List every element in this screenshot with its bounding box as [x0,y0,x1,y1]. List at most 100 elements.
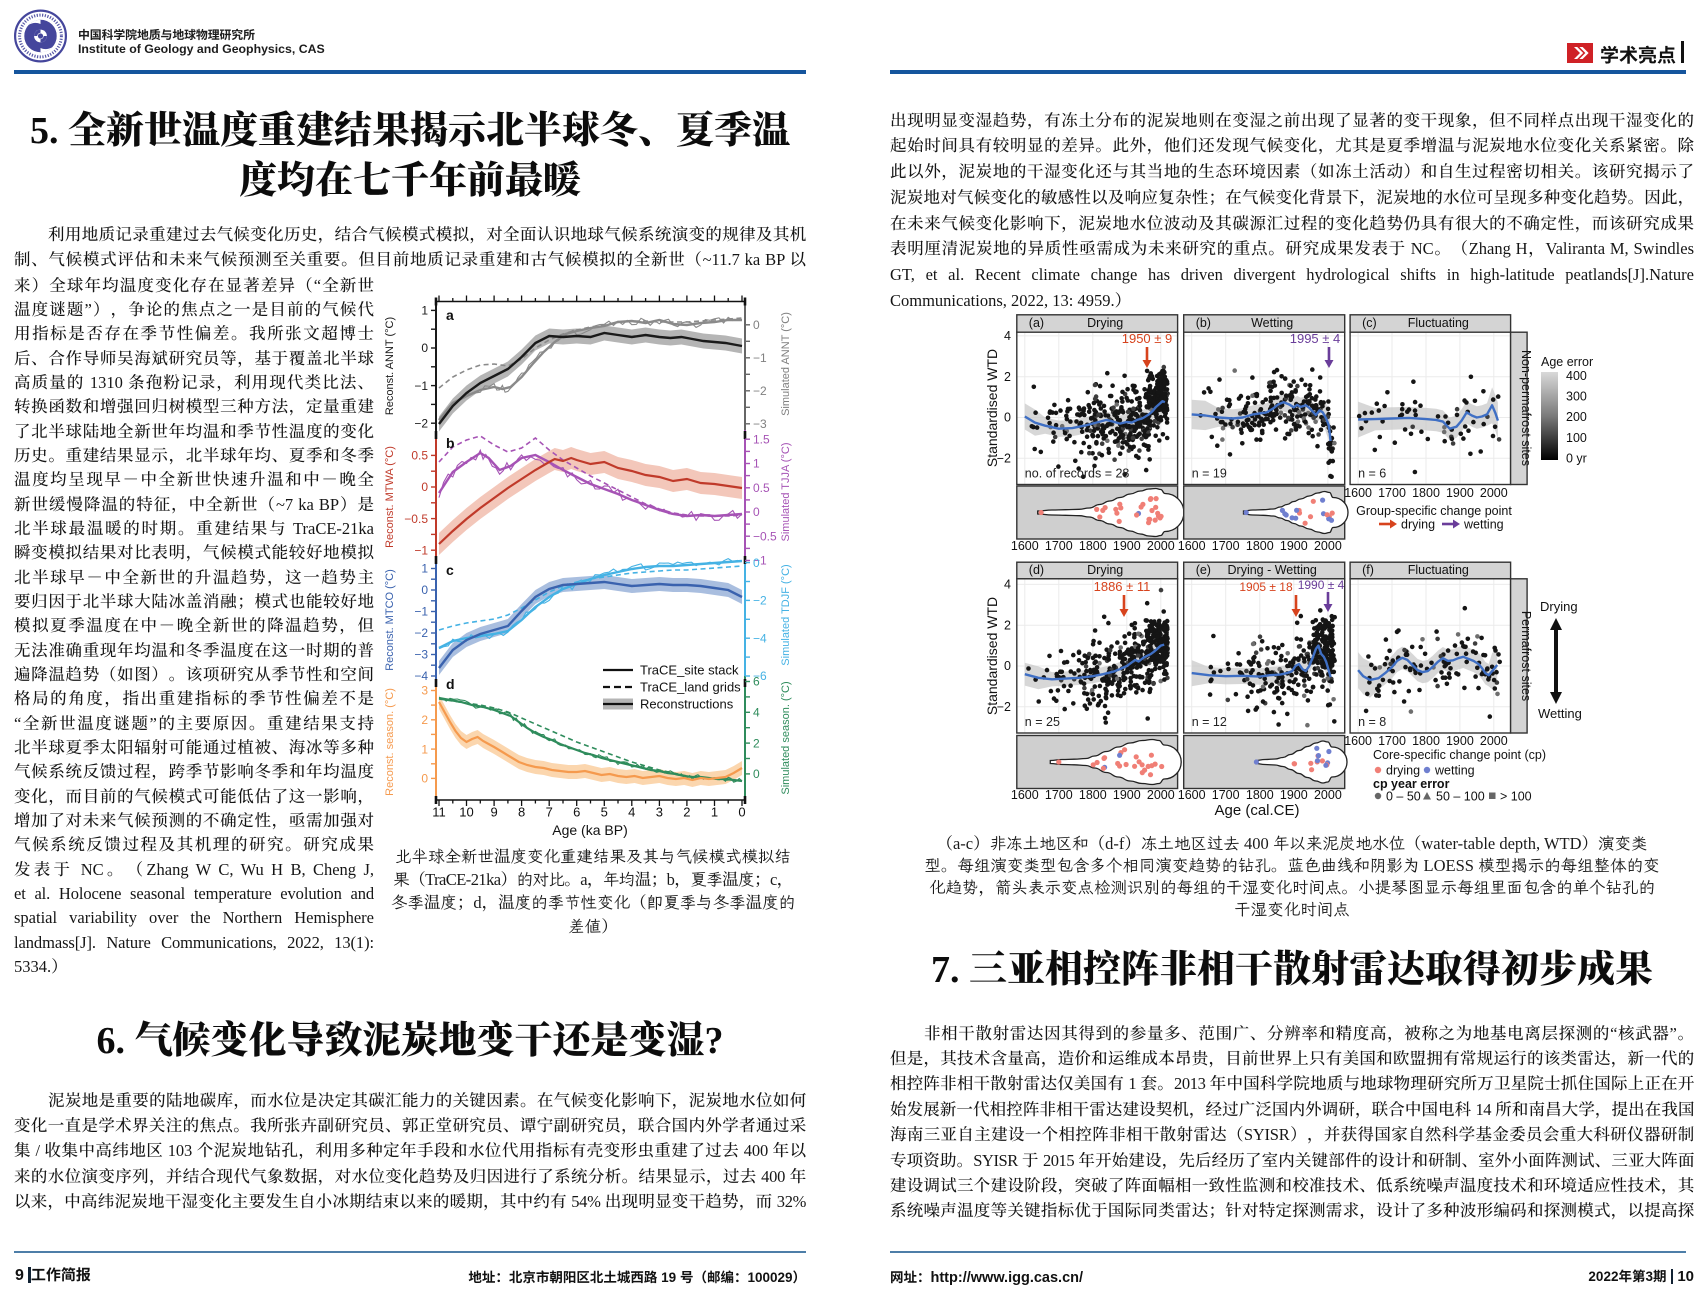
svg-text:Age error: Age error [1541,355,1593,369]
svg-text:Fluctuating: Fluctuating [1408,563,1469,577]
svg-text:Age (ka BP): Age (ka BP) [552,822,627,838]
svg-text:Standardised WTD: Standardised WTD [985,597,1000,715]
svg-text:no. of records = 28: no. of records = 28 [1025,467,1130,481]
svg-text:TraCE_land grids: TraCE_land grids [640,680,741,695]
svg-text:2000: 2000 [1147,539,1175,553]
svg-text:1900: 1900 [1113,539,1141,553]
svg-text:4: 4 [753,706,760,720]
svg-text:Wetting: Wetting [1538,706,1582,721]
svg-text:1: 1 [421,742,428,756]
svg-text:1700: 1700 [1045,539,1073,553]
svg-text:1600: 1600 [1178,788,1206,802]
svg-text:cp year error: cp year error [1373,777,1450,791]
svg-text:2: 2 [421,713,428,727]
svg-text:0: 0 [738,805,745,820]
svg-text:Group-specific change point: Group-specific change point [1356,504,1512,518]
svg-text:1: 1 [421,304,428,318]
svg-text:1800: 1800 [1412,734,1440,748]
svg-text:drying: drying [1386,764,1420,778]
svg-text:0: 0 [421,583,428,597]
svg-text:−2: −2 [414,416,428,430]
svg-text:300: 300 [1566,390,1587,404]
svg-text:1600: 1600 [1011,539,1039,553]
svg-text:0: 0 [421,480,428,494]
svg-text:−2: −2 [753,594,767,608]
svg-text:(f): (f) [1362,563,1374,577]
svg-text:0: 0 [753,556,760,570]
svg-text:1900: 1900 [1446,486,1474,500]
svg-text:1600: 1600 [1344,486,1372,500]
svg-text:1995 ± 4: 1995 ± 4 [1290,331,1341,346]
svg-text:Drying: Drying [1540,599,1578,614]
svg-text:−6: −6 [753,669,767,683]
svg-text:0.5: 0.5 [411,449,428,463]
svg-text:1900: 1900 [1113,788,1141,802]
svg-text:2: 2 [683,805,690,820]
svg-text:1900: 1900 [1446,734,1474,748]
svg-text:−1: −1 [414,543,428,557]
svg-text:n = 12: n = 12 [1192,715,1227,729]
svg-text:1900: 1900 [1280,539,1308,553]
svg-text:−1: −1 [753,554,767,568]
svg-text:1700: 1700 [1378,734,1406,748]
svg-text:2: 2 [1004,618,1011,632]
svg-text:1600: 1600 [1178,539,1206,553]
svg-text:0: 0 [421,772,428,786]
svg-text:1800: 1800 [1412,486,1440,500]
svg-text:0: 0 [1004,411,1011,425]
svg-text:2000: 2000 [1314,539,1342,553]
svg-text:−3: −3 [414,648,428,662]
svg-text:−4: −4 [414,669,428,683]
svg-text:wetting: wetting [1434,764,1475,778]
svg-text:0.5: 0.5 [753,481,770,495]
svg-text:a: a [446,307,454,323]
svg-text:Simulated ANNT (°C): Simulated ANNT (°C) [780,312,792,416]
svg-text:(d): (d) [1029,563,1044,577]
svg-text:−3: −3 [753,417,767,431]
svg-text:400: 400 [1566,369,1587,383]
svg-text:1700: 1700 [1045,788,1073,802]
svg-text:4: 4 [628,805,635,820]
svg-text:6: 6 [753,675,760,689]
svg-text:1: 1 [753,457,760,471]
svg-text:2: 2 [753,736,760,750]
svg-text:> 100: > 100 [1500,790,1532,804]
svg-text:1700: 1700 [1212,539,1240,553]
svg-text:0 – 50: 0 – 50 [1386,790,1421,804]
svg-text:200: 200 [1566,410,1587,424]
svg-text:(e): (e) [1196,563,1211,577]
svg-text:Reconst. ANNT (°C): Reconst. ANNT (°C) [384,317,396,415]
svg-text:−4: −4 [753,631,767,645]
svg-text:1905 ± 18: 1905 ± 18 [1239,580,1293,594]
svg-text:0 yr: 0 yr [1566,451,1587,465]
svg-text:6: 6 [573,805,580,820]
svg-text:n = 6: n = 6 [1358,467,1386,481]
svg-text:1886 ± 11: 1886 ± 11 [1094,579,1151,594]
svg-text:3: 3 [656,805,663,820]
svg-text:d: d [446,676,455,692]
svg-text:2000: 2000 [1480,486,1508,500]
svg-text:1: 1 [421,562,428,576]
svg-text:1990 ± 4: 1990 ± 4 [1298,578,1345,592]
svg-text:n = 25: n = 25 [1025,715,1060,729]
svg-text:Reconstructions: Reconstructions [640,697,734,712]
svg-text:Drying: Drying [1087,563,1123,577]
svg-text:Simulated TDJF (°C): Simulated TDJF (°C) [780,564,792,665]
svg-text:Non-permafrost sites: Non-permafrost sites [1519,350,1533,466]
svg-text:n = 19: n = 19 [1192,467,1227,481]
svg-text:(c): (c) [1362,316,1377,330]
svg-text:Drying: Drying [1087,316,1123,330]
svg-text:TraCE_site stack: TraCE_site stack [640,663,739,678]
svg-text:1800: 1800 [1079,788,1107,802]
svg-text:drying: drying [1401,518,1435,532]
svg-text:n = 8: n = 8 [1358,715,1386,729]
svg-text:1: 1 [711,805,718,820]
svg-text:Standardised WTD: Standardised WTD [985,349,1000,467]
svg-text:4: 4 [1004,329,1011,343]
svg-text:1700: 1700 [1212,788,1240,802]
svg-text:(a): (a) [1029,316,1044,330]
svg-text:−2: −2 [753,384,767,398]
svg-text:1600: 1600 [1011,788,1039,802]
svg-text:−2: −2 [414,626,428,640]
svg-text:Reconst. season. (°C): Reconst. season. (°C) [384,688,396,796]
